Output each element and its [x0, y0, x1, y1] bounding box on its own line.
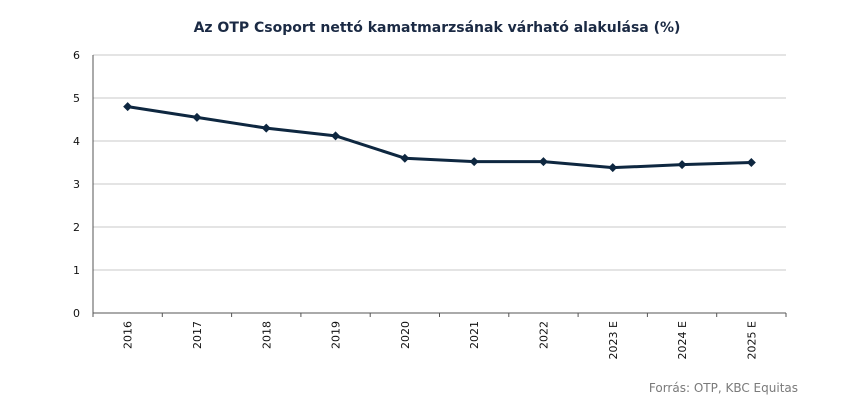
data-point-marker [746, 158, 756, 167]
x-axis: 2016 2017 2018 2019 2020 2021 2022 2023 E 2024 E… [92, 312, 787, 359]
data-point-marker [469, 157, 479, 167]
data-point-marker [261, 123, 271, 133]
y-tick-label: 4 [73, 135, 80, 148]
source-note: Forrás: OTP, KBC Equitas [649, 381, 798, 395]
x-tick-label: 2022 [537, 321, 550, 349]
y-tick-label: 2 [73, 221, 80, 234]
y-axis: 0 1 2 3 4 5 6 [73, 49, 94, 320]
data-point-marker [608, 163, 618, 173]
y-tick-label: 0 [73, 307, 80, 320]
gridlines [93, 54, 786, 271]
data-point-marker [538, 157, 548, 167]
y-tick-label: 5 [73, 92, 80, 105]
x-tick-label: 2023 E [607, 321, 620, 359]
y-tick-label: 3 [73, 178, 80, 191]
x-tick-label: 2016 [122, 321, 135, 349]
data-point-marker [123, 102, 133, 112]
x-tick-label: 2021 [468, 321, 481, 349]
data-point-marker [192, 112, 202, 122]
x-tick-label: 2019 [330, 321, 343, 349]
data-point-marker [677, 160, 687, 170]
x-tick-label: 2017 [191, 321, 204, 349]
x-tick-label: 2018 [260, 321, 273, 349]
chart-title: Az OTP Csoport nettó kamatmarzsának várh… [194, 20, 681, 36]
y-tick-label: 1 [73, 264, 80, 277]
x-tick-label: 2025 E [745, 321, 758, 359]
x-tick-label: 2020 [399, 321, 412, 349]
data-point-marker [400, 153, 410, 163]
series-group [123, 102, 756, 173]
y-tick-label: 6 [73, 49, 80, 62]
x-tick-label: 2024 E [676, 321, 689, 359]
series-line [127, 105, 752, 170]
data-point-marker [331, 131, 341, 141]
